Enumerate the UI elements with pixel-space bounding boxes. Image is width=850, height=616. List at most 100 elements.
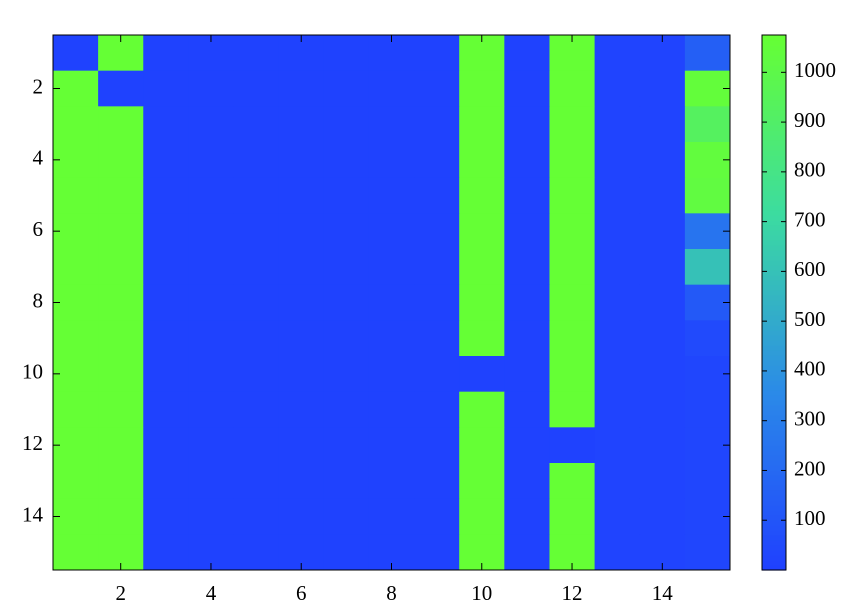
colorbar-segment — [762, 270, 786, 276]
colorbar-segment — [762, 275, 786, 281]
heatmap-cell — [594, 142, 641, 179]
heatmap-cell — [278, 498, 325, 535]
colorbar-segment — [762, 240, 786, 246]
heatmap-cell — [233, 106, 280, 143]
y-tick-label: 6 — [33, 217, 44, 241]
x-tick-label: 10 — [471, 581, 492, 605]
colorbar-segment — [762, 120, 786, 126]
colorbar-segment — [762, 290, 786, 296]
colorbar-segment — [762, 235, 786, 241]
colorbar-tick-label: 500 — [794, 307, 826, 331]
colorbar-segment — [762, 100, 786, 106]
heatmap-cell — [233, 213, 280, 250]
heatmap-cell — [414, 284, 460, 321]
heatmap-cell — [549, 391, 596, 428]
colorbar-segment — [762, 205, 786, 211]
heatmap-cell — [684, 463, 731, 500]
heatmap-cell — [504, 284, 550, 321]
heatmap-cell — [459, 177, 505, 214]
heatmap-cell — [53, 106, 99, 143]
heatmap-cell — [53, 213, 99, 250]
x-tick-label: 4 — [206, 581, 217, 605]
colorbar-segment — [762, 325, 786, 331]
colorbar-tick-label: 1000 — [794, 58, 836, 82]
heatmap-cell — [323, 427, 370, 464]
heatmap-cell — [459, 320, 505, 357]
colorbar-segment — [762, 345, 786, 351]
x-tick-label: 14 — [652, 581, 674, 605]
heatmap-cell — [98, 284, 144, 321]
heatmap-cell — [639, 463, 686, 500]
heatmap-cell — [459, 284, 505, 321]
heatmap-cell — [233, 463, 280, 500]
colorbar-segment — [762, 450, 786, 456]
heatmap-cell — [278, 106, 325, 143]
heatmap-cell — [594, 391, 641, 428]
heatmap-cell — [323, 213, 370, 250]
colorbar-segment — [762, 340, 786, 346]
heatmap-cell — [278, 391, 325, 428]
colorbar-segment — [762, 160, 786, 166]
heatmap-cell — [368, 356, 415, 393]
heatmap-cell — [504, 463, 550, 500]
colorbar-segment — [762, 230, 786, 236]
heatmap-cell — [278, 142, 325, 179]
heatmap-cell — [323, 35, 370, 72]
colorbar-segment — [762, 315, 786, 321]
heatmap-cell — [684, 356, 731, 393]
colorbar-segment — [762, 545, 786, 551]
x-tick-label: 8 — [386, 581, 397, 605]
y-tick-label: 14 — [22, 502, 44, 526]
colorbar-segment — [762, 510, 786, 516]
heatmap-cell — [459, 106, 505, 143]
colorbar-segment — [762, 60, 786, 66]
colorbar-segment — [762, 535, 786, 541]
heatmap-cell — [594, 177, 641, 214]
colorbar-segment — [762, 530, 786, 536]
heatmap-cell — [188, 284, 235, 321]
heatmap-cell — [594, 320, 641, 357]
heatmap-cell — [414, 534, 460, 571]
heatmap-cell — [594, 284, 641, 321]
colorbar-segment — [762, 350, 786, 356]
heatmap-cell — [233, 391, 280, 428]
heatmap-cell — [414, 427, 460, 464]
heatmap-cell — [549, 249, 596, 286]
heatmap-cell — [98, 463, 144, 500]
colorbar-segment — [762, 335, 786, 341]
heatmap-cell — [98, 177, 144, 214]
heatmap-cell — [504, 356, 550, 393]
y-tick-label: 2 — [33, 74, 44, 98]
colorbar-segment — [762, 405, 786, 411]
colorbar-segment — [762, 375, 786, 381]
heatmap-cell — [188, 427, 235, 464]
heatmap-cell — [504, 106, 550, 143]
y-tick-label: 4 — [33, 146, 44, 170]
colorbar-segment — [762, 455, 786, 461]
heatmap-cell — [684, 213, 731, 250]
colorbar-tick-label: 900 — [794, 108, 826, 132]
heatmap-cell — [323, 70, 370, 107]
colorbar-segment — [762, 300, 786, 306]
colorbar-tick-label: 700 — [794, 207, 826, 231]
heatmap-cell — [368, 391, 415, 428]
heatmap-cell — [53, 284, 99, 321]
heatmap-cell — [368, 284, 415, 321]
heatmap-cell — [368, 213, 415, 250]
colorbar-segment — [762, 425, 786, 431]
x-tick-label: 12 — [562, 581, 583, 605]
heatmap-cell — [323, 463, 370, 500]
colorbar-segment — [762, 435, 786, 441]
colorbar-tick-label: 100 — [794, 506, 826, 530]
colorbar-segment — [762, 390, 786, 396]
heatmap-cell — [639, 284, 686, 321]
x-tick-label: 2 — [115, 581, 126, 605]
colorbar-segment — [762, 505, 786, 511]
colorbar-segment — [762, 310, 786, 316]
heatmap-cell — [278, 177, 325, 214]
heatmap-cell — [323, 142, 370, 179]
colorbar-segment — [762, 465, 786, 471]
colorbar-segment — [762, 150, 786, 156]
heatmap-cell — [233, 70, 280, 107]
